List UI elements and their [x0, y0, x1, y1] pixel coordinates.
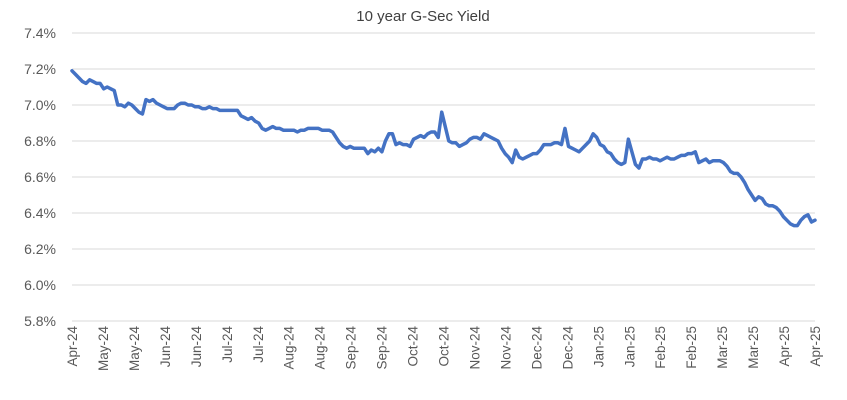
x-tick-label: Dec-24: [560, 326, 575, 370]
x-tick-label: Feb-25: [653, 326, 668, 369]
y-tick-label: 6.0%: [24, 277, 56, 293]
x-axis-ticks: Apr-24 May-24 May-24 Jun-24 Jun-24 Jul-24 Jul-…: [65, 326, 823, 372]
x-tick-label: Apr-25: [777, 326, 792, 367]
x-tick-label: Mar-25: [746, 326, 761, 369]
y-tick-label: 6.6%: [24, 169, 56, 185]
x-tick-label: Nov-24: [467, 326, 482, 370]
y-tick-label: 7.2%: [24, 61, 56, 77]
x-tick-label: Sep-24: [375, 326, 390, 370]
x-tick-label: Aug-24: [282, 326, 297, 370]
x-tick-label: Apr-25: [808, 326, 823, 367]
x-tick-label: Jul-24: [251, 326, 266, 363]
x-tick-label: Jul-24: [220, 326, 235, 363]
y-tick-label: 7.4%: [24, 25, 56, 41]
x-tick-label: Jun-24: [189, 326, 204, 368]
y-tick-label: 6.8%: [24, 133, 56, 149]
x-tick-label: Sep-24: [344, 326, 359, 370]
x-tick-label: Jun-24: [158, 326, 173, 368]
y-tick-label: 5.8%: [24, 313, 56, 329]
x-tick-label: Jan-25: [622, 326, 637, 367]
x-tick-label: Oct-24: [406, 326, 421, 367]
x-tick-label: Feb-25: [684, 326, 699, 369]
x-tick-label: Jan-25: [591, 326, 606, 367]
y-tick-label: 6.4%: [24, 205, 56, 221]
x-tick-label: Apr-24: [65, 326, 80, 367]
x-tick-label: Mar-25: [715, 326, 730, 369]
x-tick-label: Oct-24: [437, 326, 452, 367]
x-tick-label: Aug-24: [313, 326, 328, 370]
series-line: [70, 69, 817, 228]
x-tick-label: Dec-24: [529, 326, 544, 370]
y-tick-label: 6.2%: [24, 241, 56, 257]
y-tick-label: 7.0%: [24, 97, 56, 113]
x-tick-label: May-24: [96, 326, 111, 372]
y-axis-ticks: 7.4% 7.2% 7.0% 6.8% 6.6% 6.4% 6.2% 6.0% 5.8%: [24, 25, 56, 329]
x-tick-label: May-24: [127, 326, 142, 372]
x-tick-label: Nov-24: [498, 326, 513, 370]
chart-title: 10 year G-Sec Yield: [356, 8, 489, 25]
gridlines: [72, 32, 815, 322]
